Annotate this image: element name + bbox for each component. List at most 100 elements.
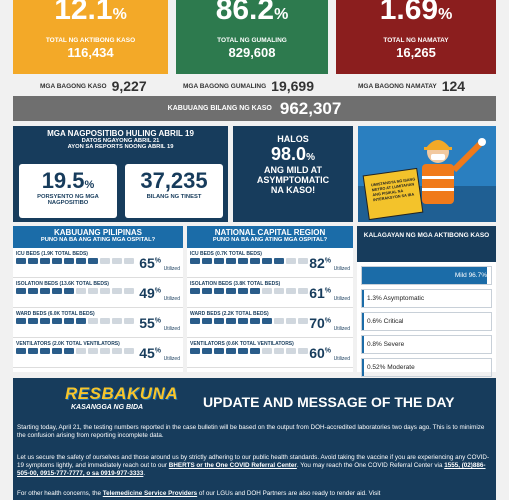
bed-icon bbox=[76, 348, 86, 354]
new-deaths: MGA BAGONG NAMATAY 124 bbox=[358, 78, 466, 94]
positivity-sub2: AYON SA REPORTS NOONG ABRIL 19 bbox=[67, 144, 174, 150]
bed-icon bbox=[262, 348, 272, 354]
hospital-ph-panel: KABUUANG PILIPINAS PUNO NA BA ANG ATING … bbox=[13, 226, 183, 372]
bed-icon bbox=[16, 288, 26, 294]
bed-row-label: WARD BEDS (6.0K TOTAL BEDS) bbox=[16, 311, 95, 317]
utilized-label: Utilized bbox=[163, 296, 180, 302]
deaths-card: 1.69% TOTAL NG NAMATAY 16,265 bbox=[336, 0, 496, 74]
bed-icons bbox=[190, 258, 308, 264]
utilized-label: Utilized bbox=[163, 356, 180, 362]
bed-icon bbox=[28, 348, 38, 354]
utilization-pct: 70% bbox=[309, 315, 331, 331]
bed-icon bbox=[40, 318, 50, 324]
bed-icons bbox=[16, 318, 134, 324]
utilized-label: Utilized bbox=[333, 296, 350, 302]
severity-title: KALAGAYAN NG MGA AKTIBONG KASO bbox=[357, 226, 496, 262]
positivity-rate: 19.5% bbox=[41, 168, 95, 193]
mild-card: HALOS 98.0% ANG MILD AT ASYMPTOMATIC NA … bbox=[233, 126, 353, 222]
bed-icon bbox=[16, 318, 26, 324]
bed-icon bbox=[100, 288, 110, 294]
bed-icons bbox=[16, 288, 134, 294]
bed-icon bbox=[100, 348, 110, 354]
bed-icon bbox=[238, 258, 248, 264]
bed-icons bbox=[190, 318, 308, 324]
bed-icon bbox=[202, 318, 212, 324]
bed-row: ISOLATION BEDS (3.8K TOTAL BEDS) 61% Utili… bbox=[187, 278, 353, 308]
bed-icon bbox=[202, 258, 212, 264]
severity-row: 0.8% Severe bbox=[361, 335, 492, 354]
bed-icon bbox=[52, 318, 62, 324]
bed-icon bbox=[298, 318, 308, 324]
update-paragraph-2: Let us secure the safety of ourselves an… bbox=[17, 454, 490, 477]
mild-l1: HALOS bbox=[277, 134, 309, 144]
bed-icon bbox=[76, 258, 86, 264]
mild-l3: ASYMPTOMATIC bbox=[256, 175, 330, 185]
bed-icon bbox=[76, 288, 86, 294]
bed-icon bbox=[262, 258, 272, 264]
bed-row: VENTILATORS (2.0K TOTAL VENTILATORS) 45% U… bbox=[13, 338, 183, 368]
bed-row: VENTILATORS (0.6K TOTAL VENTILATORS) 60% U… bbox=[187, 338, 353, 368]
bed-icon bbox=[298, 348, 308, 354]
positivity-card: MGA NAGPOSITIBO HULING ABRIL 19 DATOS NG… bbox=[13, 126, 228, 222]
update-paragraph-1: Starting today, April 21, the testing nu… bbox=[17, 424, 485, 439]
utilized-label: Utilized bbox=[333, 356, 350, 362]
utilization-pct: 45% bbox=[139, 345, 161, 361]
bed-row-label: ICU BEDS (1.9K TOTAL BEDS) bbox=[16, 251, 88, 257]
bed-icon bbox=[262, 318, 272, 324]
new-recoveries: MGA BAGONG GUMALING 19,699 bbox=[183, 78, 314, 94]
bed-row: ISOLATION BEDS (13.6K TOTAL BEDS) 49% Util… bbox=[13, 278, 183, 308]
bed-row: WARD BEDS (2.2K TOTAL BEDS) 70% Utilized bbox=[187, 308, 353, 338]
bed-icon bbox=[100, 318, 110, 324]
bed-icon bbox=[40, 348, 50, 354]
bed-icon bbox=[274, 318, 284, 324]
bed-icons bbox=[190, 288, 308, 294]
severity-label: 0.6% Critical bbox=[367, 318, 404, 325]
bed-icon bbox=[274, 258, 284, 264]
bherts-link[interactable]: BHERTS or the One COVID Referral Center bbox=[168, 462, 297, 469]
bed-icon bbox=[112, 318, 122, 324]
new-cases: MGA BAGONG KASO 9,227 bbox=[40, 78, 147, 94]
severity-bar-fill bbox=[362, 290, 364, 307]
active-cases-card: 12.1% TOTAL NG AKTIBONG KASO 116,434 bbox=[13, 0, 168, 74]
severity-bar-fill bbox=[362, 359, 364, 376]
bed-icon bbox=[286, 258, 296, 264]
positivity-sub1: DATOS NGAYONG ABRIL 21 bbox=[81, 138, 160, 144]
tested-label: BILANG NG TINEST bbox=[146, 194, 202, 200]
bed-icon bbox=[238, 318, 248, 324]
positivity-rate-box: 19.5% PORSYENTO NG MGA NAGPOSITIBO bbox=[19, 164, 117, 218]
severity-label: 1.3% Asymptomatic bbox=[367, 295, 425, 302]
severity-row: 0.52% Moderate bbox=[361, 358, 492, 377]
severity-row: 0.6% Critical bbox=[361, 312, 492, 331]
total-label: KABUUANG BILANG NG KASO bbox=[167, 105, 272, 112]
bed-icon bbox=[100, 258, 110, 264]
telemedicine-link[interactable]: Telemedicine Service Providers bbox=[102, 490, 198, 497]
bed-row-label: ISOLATION BEDS (13.6K TOTAL BEDS) bbox=[16, 281, 109, 287]
bed-icon bbox=[40, 258, 50, 264]
bed-icon bbox=[226, 318, 236, 324]
bed-icons bbox=[190, 348, 308, 354]
bed-icon bbox=[250, 258, 260, 264]
bed-icon bbox=[190, 318, 200, 324]
severity-row: 1.3% Asymptomatic bbox=[361, 289, 492, 308]
bed-icon bbox=[250, 348, 260, 354]
deaths-value: 16,265 bbox=[396, 45, 436, 60]
bed-icon bbox=[40, 288, 50, 294]
bed-icon bbox=[88, 348, 98, 354]
bed-icon bbox=[28, 258, 38, 264]
bed-icon bbox=[16, 258, 26, 264]
bed-icon bbox=[64, 258, 74, 264]
deaths-label: TOTAL NG NAMATAY bbox=[383, 37, 449, 44]
bed-row: ICU BEDS (1.9K TOTAL BEDS) 65% Utilized bbox=[13, 248, 183, 278]
bed-icon bbox=[112, 348, 122, 354]
bed-icon bbox=[28, 318, 38, 324]
hotline-link[interactable]: 1555, (02)886-505-00, 0915-777-7777, o s… bbox=[17, 462, 486, 477]
bed-icon bbox=[226, 258, 236, 264]
bed-icon bbox=[298, 288, 308, 294]
construction-worker-icon bbox=[358, 138, 496, 222]
bed-icon bbox=[214, 288, 224, 294]
bed-icon bbox=[112, 258, 122, 264]
severity-label: Mild 96.7% bbox=[454, 272, 487, 279]
utilization-pct: 60% bbox=[309, 345, 331, 361]
utilization-pct: 65% bbox=[139, 255, 161, 271]
deaths-pct: 1.69% bbox=[379, 0, 453, 26]
